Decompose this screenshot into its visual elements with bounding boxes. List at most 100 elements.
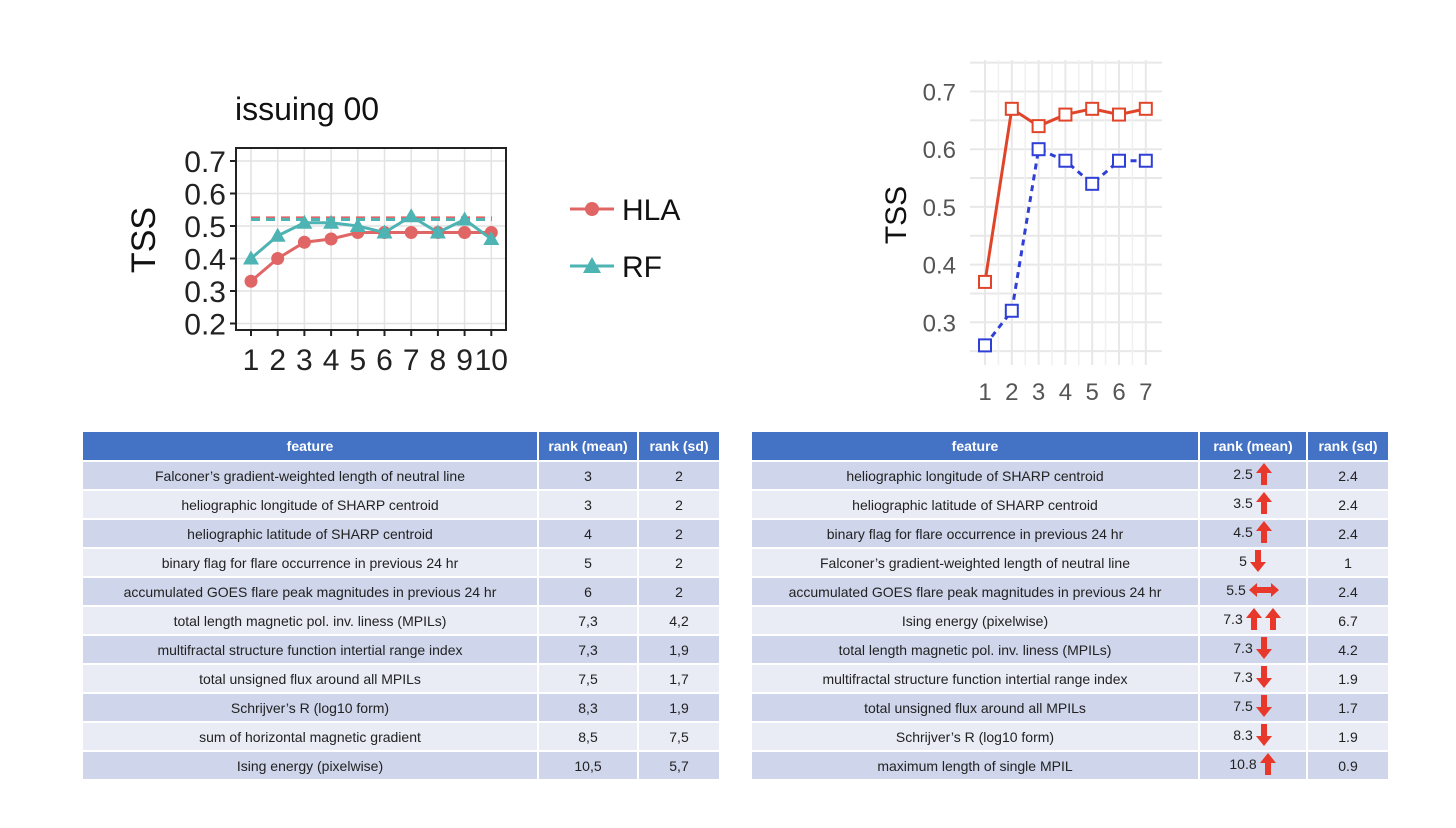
x-tick-label: 4 — [323, 344, 340, 377]
feature-cell: maximum length of single MPIL — [752, 752, 1200, 781]
point-rf — [456, 211, 473, 226]
x-tick-label: 3 — [296, 344, 313, 377]
rank-sd-cell: 2 — [639, 578, 721, 607]
feature-cell: sum of horizontal magnetic gradient — [83, 723, 539, 752]
x-tick-label: 5 — [1086, 379, 1099, 406]
rank-mean-cell: 7.3 — [1200, 665, 1308, 694]
rank-sd-cell: 1 — [1308, 549, 1390, 578]
point-rf — [483, 231, 500, 245]
point-hla — [324, 232, 338, 246]
point-series-2 — [1112, 153, 1126, 168]
rank-mean-value: 5 — [584, 554, 592, 571]
x-tick-label: 7 — [403, 344, 420, 377]
table-row: heliographic longitude of SHARP centroid… — [83, 491, 721, 520]
rank-mean-cell: 7.5 — [1200, 694, 1308, 723]
rank-sd-cell: 2.4 — [1308, 462, 1390, 491]
x-tick-label: 6 — [1112, 379, 1125, 406]
rank-sd-cell: 5,7 — [639, 752, 721, 781]
table-row: multifractal structure function intertia… — [83, 636, 721, 665]
chart-left-title: issuing 00 — [235, 91, 379, 127]
rank-mean-cell: 3 — [539, 462, 639, 491]
rank-mean-value: 5.5 — [1226, 582, 1246, 599]
rank-mean-cell: 7,5 — [539, 665, 639, 694]
rank-mean-cell: 4.5 — [1200, 520, 1308, 549]
table-row: Schrijver’s R (log10 form) 8,3 1,9 — [83, 694, 721, 723]
x-tick-label: 2 — [269, 344, 286, 377]
rank-sd-cell: 1,9 — [639, 694, 721, 723]
rank-sd-cell: 4.2 — [1308, 636, 1390, 665]
x-tick-label: 9 — [456, 344, 473, 377]
rank-sd-cell: 0.9 — [1308, 752, 1390, 781]
rank-mean-cell: 8,3 — [539, 694, 639, 723]
y-tick-label: 0.4 — [184, 244, 226, 277]
feature-cell: accumulated GOES flare peak magnitudes i… — [752, 578, 1200, 607]
point-hla — [297, 235, 311, 249]
table-row: accumulated GOES flare peak magnitudes i… — [83, 578, 721, 607]
rank-mean-cell: 7,3 — [539, 607, 639, 636]
rank-sd-cell: 7,5 — [639, 723, 721, 752]
down-arrow-icon — [1249, 549, 1267, 576]
chart-right-plot: 0.3 0.4 0.5 0.6 0.7 1 2 3 4 5 6 7 — [923, 60, 1162, 406]
rank-sd-cell: 2 — [639, 549, 721, 578]
x-tick-label: 3 — [1032, 379, 1045, 406]
y-tick-label: 0.6 — [923, 137, 956, 164]
feature-cell: accumulated GOES flare peak magnitudes i… — [83, 578, 539, 607]
rank-sd-cell: 2.4 — [1308, 578, 1390, 607]
table-row: Falconer’s gradient-weighted length of n… — [752, 549, 1390, 578]
feature-table-left: feature rank (mean) rank (sd) Falconer’s… — [83, 432, 721, 781]
rank-mean-cell: 5 — [539, 549, 639, 578]
point-rf — [349, 218, 366, 232]
point-rf — [243, 250, 259, 265]
rank-mean-cell: 3 — [539, 491, 639, 520]
feature-cell: Ising energy (pixelwise) — [752, 607, 1200, 636]
rank-mean-cell: 5 — [1200, 549, 1308, 578]
x-tick-label: 4 — [1059, 379, 1072, 406]
header-rank-mean: rank (mean) — [1200, 432, 1308, 462]
rank-mean-value: 5 — [1239, 553, 1247, 570]
y-tick-label: 0.7 — [184, 146, 226, 179]
table-header-row: feature rank (mean) rank (sd) — [83, 432, 721, 462]
down-arrow-icon — [1255, 636, 1273, 663]
rank-mean-value: 6 — [584, 583, 592, 600]
plot-frame — [235, 147, 507, 331]
rank-mean-value: 4 — [584, 525, 592, 542]
up-arrow-icon — [1255, 491, 1273, 518]
y-tick-label: 0.2 — [184, 309, 226, 342]
rank-sd-cell: 1,7 — [639, 665, 721, 694]
y-tick-label: 0.7 — [923, 80, 956, 107]
feature-cell: total unsigned flux around all MPILs — [83, 665, 539, 694]
x-tick-label: 10 — [475, 344, 508, 377]
rank-sd-cell: 1.9 — [1308, 723, 1390, 752]
table-row: multifractal structure function intertia… — [752, 665, 1390, 694]
point-rf — [429, 224, 446, 239]
feature-cell: Schrijver’s R (log10 form) — [83, 694, 539, 723]
feature-cell: binary flag for flare occurrence in prev… — [752, 520, 1200, 549]
table-row: binary flag for flare occurrence in prev… — [83, 549, 721, 578]
rank-sd-cell: 2.4 — [1308, 491, 1390, 520]
point-rf — [403, 208, 420, 223]
up-arrow-icon — [1255, 520, 1273, 547]
chart-right-ylabel: TSS — [880, 186, 913, 244]
chart-left: issuing 00 TSS 0.20.30.40.50.60.7 1 2 3 4 5 6 7… — [125, 91, 680, 377]
rank-mean-cell: 2.5 — [1200, 462, 1308, 491]
header-rank-sd: rank (sd) — [1308, 432, 1390, 462]
feature-cell: total unsigned flux around all MPILs — [752, 694, 1200, 723]
x-tick-label: 1 — [243, 344, 260, 377]
rank-mean-value: 8.3 — [1233, 727, 1253, 744]
rank-mean-value: 3 — [584, 496, 592, 513]
x-tick-label: 8 — [430, 344, 447, 377]
rank-mean-cell: 5.5 — [1200, 578, 1308, 607]
double-up-arrow-icon — [1245, 607, 1283, 634]
chart-left-legend: HLA RF — [570, 194, 680, 284]
point-series-2 — [1031, 142, 1046, 157]
rank-sd-cell: 1.7 — [1308, 694, 1390, 723]
table-row: binary flag for flare occurrence in prev… — [752, 520, 1390, 549]
point-series-1 — [1112, 107, 1126, 122]
rank-mean-value: 3.5 — [1233, 495, 1253, 512]
rank-sd-cell: 1.9 — [1308, 665, 1390, 694]
table-row: heliographic longitude of SHARP centroid… — [752, 462, 1390, 491]
point-series-1 — [1004, 101, 1019, 116]
up-arrow-icon — [1259, 752, 1277, 779]
legend-item-rf: RF — [570, 251, 662, 284]
feature-table-right: feature rank (mean) rank (sd) heliograph… — [752, 432, 1390, 781]
